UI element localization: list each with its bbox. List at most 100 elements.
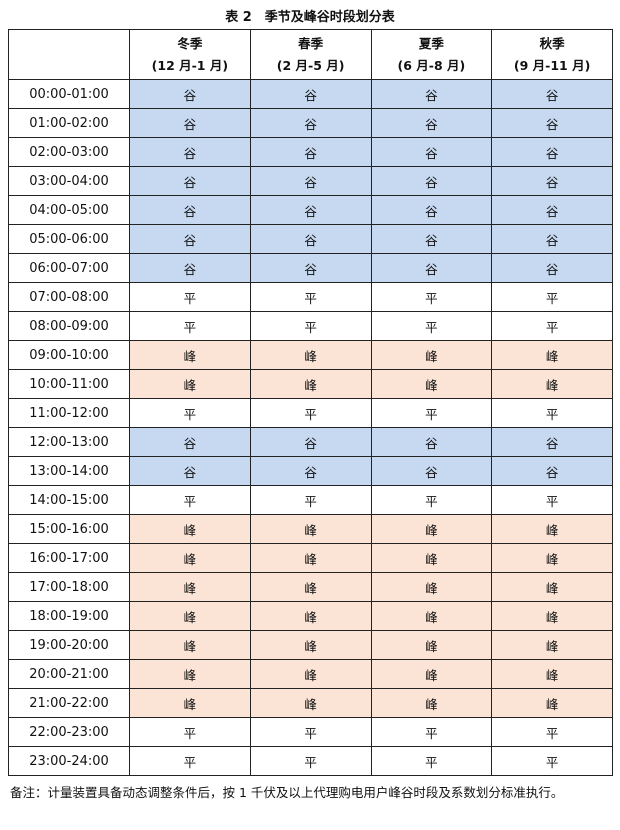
time-slot-cell: 13:00-14:00 [8, 456, 130, 486]
period-type-cell: 谷 [129, 166, 251, 196]
period-type-cell: 谷 [249, 456, 372, 486]
header-season: 冬季 (12 月-1 月) [129, 29, 251, 80]
table-row: 04:00-05:00 谷谷谷谷 [8, 195, 613, 225]
period-type-cell: 峰 [129, 659, 251, 689]
period-type-cell: 谷 [370, 456, 493, 486]
period-type-cell: 谷 [249, 79, 372, 109]
period-type-cell: 平 [370, 311, 493, 341]
header-corner [8, 29, 130, 80]
period-type-cell: 谷 [129, 224, 251, 254]
time-slot-cell: 04:00-05:00 [8, 195, 130, 225]
table-row: 05:00-06:00 谷谷谷谷 [8, 224, 613, 254]
period-type-cell: 谷 [129, 79, 251, 109]
period-type-cell: 谷 [491, 195, 613, 225]
table-row: 06:00-07:00 谷谷谷谷 [8, 253, 613, 283]
table-row: 13:00-14:00 谷谷谷谷 [8, 456, 613, 486]
period-type-cell: 峰 [249, 659, 372, 689]
time-slot-cell: 01:00-02:00 [8, 108, 130, 138]
period-type-cell: 峰 [491, 601, 613, 631]
table-row: 03:00-04:00 谷谷谷谷 [8, 166, 613, 196]
period-type-cell: 谷 [129, 195, 251, 225]
table-row: 19:00-20:00 峰峰峰峰 [8, 630, 613, 660]
period-type-cell: 平 [129, 282, 251, 312]
table-row: 07:00-08:00 平平平平 [8, 282, 613, 312]
period-type-cell: 谷 [491, 79, 613, 109]
table-row: 20:00-21:00 峰峰峰峰 [8, 659, 613, 689]
period-type-cell: 谷 [491, 224, 613, 254]
period-type-cell: 平 [249, 282, 372, 312]
period-type-cell: 谷 [370, 166, 493, 196]
period-type-cell: 平 [370, 398, 493, 428]
period-type-cell: 谷 [370, 427, 493, 457]
time-slot-cell: 17:00-18:00 [8, 572, 130, 602]
period-type-cell: 谷 [370, 253, 493, 283]
period-type-cell: 谷 [249, 137, 372, 167]
period-type-cell: 平 [491, 485, 613, 515]
time-slot-cell: 16:00-17:00 [8, 543, 130, 573]
period-type-cell: 平 [129, 717, 251, 747]
period-type-cell: 峰 [249, 369, 372, 399]
season-name: 夏季 [418, 35, 444, 51]
time-slot-cell: 06:00-07:00 [8, 253, 130, 283]
footnote: 备注：计量装置具备动态调整条件后，按 1 千伏及以上代理购电用户峰谷时段及系数划… [10, 785, 564, 800]
table-row: 21:00-22:00 峰峰峰峰 [8, 688, 613, 718]
table-row: 09:00-10:00 峰峰峰峰 [8, 340, 613, 370]
period-type-cell: 平 [491, 717, 613, 747]
table-row: 15:00-16:00 峰峰峰峰 [8, 514, 613, 544]
table-row: 16:00-17:00 峰峰峰峰 [8, 543, 613, 573]
period-type-cell: 谷 [249, 166, 372, 196]
time-slot-cell: 08:00-09:00 [8, 311, 130, 341]
period-type-cell: 平 [491, 282, 613, 312]
period-type-cell: 峰 [370, 630, 493, 660]
time-slot-cell: 07:00-08:00 [8, 282, 130, 312]
table-row: 01:00-02:00 谷谷谷谷 [8, 108, 613, 138]
period-type-cell: 峰 [370, 340, 493, 370]
period-type-cell: 峰 [491, 688, 613, 718]
season-months: (6 月-8 月) [397, 57, 466, 73]
period-type-cell: 平 [129, 398, 251, 428]
period-type-cell: 峰 [129, 340, 251, 370]
season-months: (12 月-1 月) [151, 57, 229, 73]
header-season: 春季 (2 月-5 月) [249, 29, 372, 80]
table-row: 18:00-19:00 峰峰峰峰 [8, 601, 613, 631]
time-slot-cell: 20:00-21:00 [8, 659, 130, 689]
time-slot-cell: 14:00-15:00 [8, 485, 130, 515]
period-type-cell: 谷 [370, 79, 493, 109]
period-type-cell: 峰 [129, 688, 251, 718]
period-type-cell: 峰 [370, 514, 493, 544]
period-type-cell: 峰 [129, 630, 251, 660]
table-title: 表 2 季节及峰谷时段划分表 [225, 10, 395, 25]
period-type-cell: 平 [370, 746, 493, 776]
period-type-cell: 峰 [370, 659, 493, 689]
period-type-cell: 峰 [491, 659, 613, 689]
period-type-cell: 峰 [370, 369, 493, 399]
period-type-cell: 谷 [491, 456, 613, 486]
time-slot-cell: 22:00-23:00 [8, 717, 130, 747]
period-type-cell: 谷 [370, 195, 493, 225]
time-slot-cell: 03:00-04:00 [8, 166, 130, 196]
period-type-cell: 平 [370, 485, 493, 515]
period-type-cell: 谷 [370, 224, 493, 254]
period-type-cell: 谷 [370, 108, 493, 138]
period-type-cell: 平 [370, 282, 493, 312]
season-months: (9 月-11 月) [513, 57, 591, 73]
period-type-cell: 峰 [491, 543, 613, 573]
period-type-cell: 峰 [249, 688, 372, 718]
period-type-cell: 谷 [249, 224, 372, 254]
period-type-cell: 谷 [249, 427, 372, 457]
period-type-cell: 平 [129, 311, 251, 341]
season-name: 冬季 [177, 35, 203, 51]
period-type-cell: 谷 [129, 427, 251, 457]
header-season: 夏季 (6 月-8 月) [370, 29, 493, 80]
period-type-cell: 峰 [129, 601, 251, 631]
period-type-cell: 峰 [370, 601, 493, 631]
period-type-cell: 峰 [491, 340, 613, 370]
period-type-cell: 谷 [129, 108, 251, 138]
period-type-cell: 峰 [129, 572, 251, 602]
season-months: (2 月-5 月) [276, 57, 345, 73]
table-row: 22:00-23:00 平平平平 [8, 717, 613, 747]
period-type-cell: 峰 [249, 630, 372, 660]
time-slot-cell: 23:00-24:00 [8, 746, 130, 776]
time-slot-cell: 09:00-10:00 [8, 340, 130, 370]
table-row: 11:00-12:00 平平平平 [8, 398, 613, 428]
